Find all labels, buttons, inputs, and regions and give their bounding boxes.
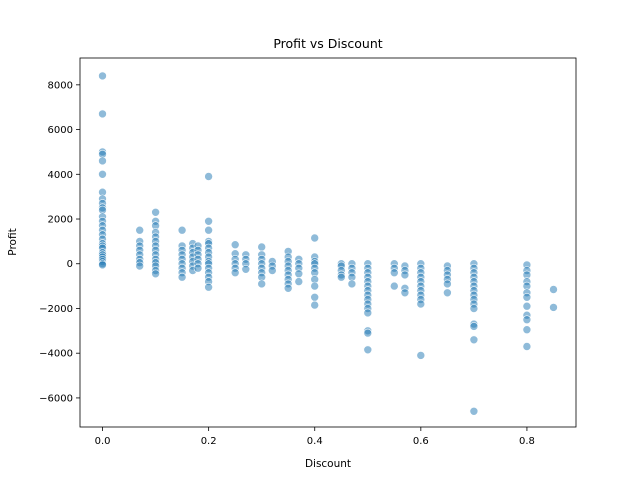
- data-point: [469, 335, 479, 345]
- data-point: [151, 208, 160, 217]
- x-tick-label: 0.4: [307, 436, 323, 447]
- y-tick-label: 0: [67, 259, 73, 270]
- data-point: [549, 285, 558, 294]
- y-tick-label: −4000: [39, 349, 73, 360]
- data-point: [347, 279, 357, 289]
- points-layer: [98, 71, 558, 416]
- data-point: [400, 270, 410, 280]
- data-point: [230, 240, 240, 249]
- data-point: [522, 292, 532, 302]
- data-point: [443, 288, 452, 298]
- chart-title: Profit vs Discount: [273, 36, 382, 51]
- x-tick-label: 0.8: [519, 436, 535, 447]
- data-point: [522, 342, 532, 351]
- data-point: [416, 351, 426, 360]
- data-point: [204, 225, 213, 235]
- data-point: [294, 277, 304, 286]
- data-point: [363, 308, 373, 318]
- data-point: [469, 322, 479, 331]
- data-point: [549, 303, 558, 312]
- data-point: [310, 300, 320, 310]
- data-point: [135, 261, 144, 271]
- data-point: [257, 279, 267, 289]
- data-point: [522, 315, 532, 325]
- data-point: [98, 156, 107, 166]
- data-point: [310, 281, 320, 291]
- data-point: [443, 279, 452, 289]
- data-point: [310, 233, 320, 243]
- y-axis: −6000 −4000 −2000 0 2000 4000 6000 8000: [39, 80, 80, 404]
- data-point: [204, 217, 213, 226]
- data-point: [267, 266, 277, 275]
- data-point: [469, 304, 479, 313]
- data-point: [204, 282, 213, 292]
- data-point: [98, 170, 107, 179]
- data-point: [400, 288, 410, 298]
- x-tick-label: 0.0: [95, 436, 111, 447]
- y-tick-label: 8000: [48, 80, 73, 91]
- x-tick-label: 0.2: [201, 436, 217, 447]
- x-tick-label: 0.6: [413, 436, 429, 447]
- x-axis-label: Discount: [305, 458, 351, 470]
- data-point: [469, 406, 479, 416]
- data-point: [416, 299, 426, 309]
- data-point: [98, 260, 107, 270]
- plot-frame: [79, 57, 577, 428]
- data-point: [389, 268, 399, 278]
- y-tick-label: −6000: [39, 393, 73, 404]
- data-point: [98, 71, 107, 81]
- data-point: [204, 172, 213, 181]
- data-point: [177, 225, 187, 235]
- data-point: [389, 281, 399, 291]
- data-point: [522, 325, 532, 335]
- data-point: [98, 109, 107, 119]
- y-tick-label: −2000: [39, 304, 73, 315]
- data-point: [193, 263, 203, 273]
- data-point: [294, 269, 304, 279]
- data-point: [230, 268, 240, 278]
- data-point: [363, 345, 373, 355]
- data-point: [135, 225, 144, 235]
- data-point: [283, 283, 293, 293]
- data-point: [363, 328, 373, 338]
- y-tick-label: 6000: [48, 125, 73, 136]
- data-point: [177, 272, 187, 282]
- data-point: [257, 242, 267, 252]
- data-point: [241, 264, 251, 274]
- data-point: [310, 292, 320, 302]
- y-tick-label: 2000: [48, 215, 73, 226]
- y-tick-label: 4000: [48, 170, 73, 181]
- y-axis-label: Profit: [7, 228, 19, 255]
- data-point: [336, 272, 346, 282]
- data-point: [151, 269, 160, 279]
- data-point: [522, 301, 532, 311]
- x-axis: 0.0 0.2 0.4 0.6 0.8: [95, 427, 535, 447]
